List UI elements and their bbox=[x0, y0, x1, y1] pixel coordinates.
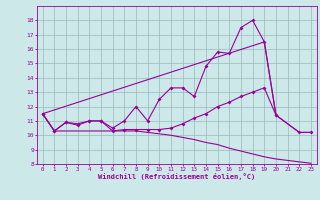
X-axis label: Windchill (Refroidissement éolien,°C): Windchill (Refroidissement éolien,°C) bbox=[98, 173, 255, 180]
